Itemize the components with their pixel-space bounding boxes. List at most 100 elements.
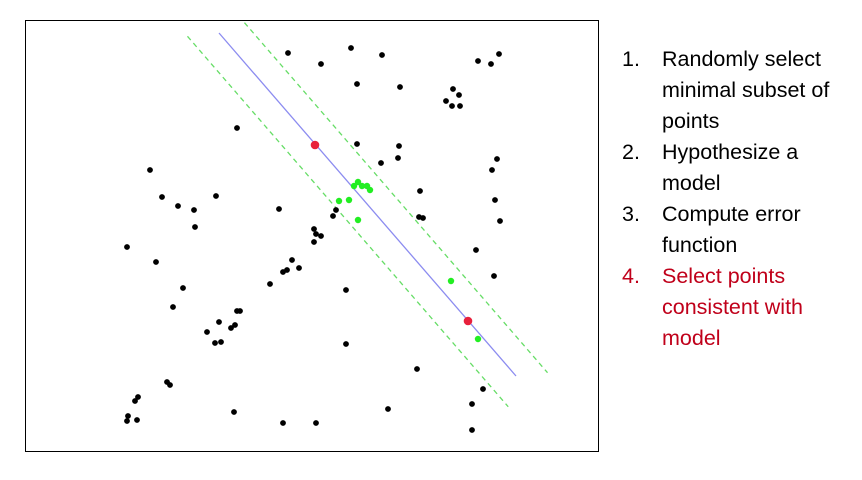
data-point <box>480 386 486 392</box>
data-point <box>204 329 210 335</box>
data-point <box>216 319 222 325</box>
data-point <box>175 203 181 209</box>
data-point <box>379 52 385 58</box>
step-number: 2. <box>622 140 640 164</box>
data-point <box>289 257 295 263</box>
model-line <box>218 32 517 377</box>
data-point <box>488 61 494 67</box>
data-point <box>496 51 502 57</box>
step-text: Randomly select minimal subset of points <box>662 47 830 133</box>
data-point <box>125 413 131 419</box>
data-point <box>311 239 317 245</box>
step-item: 2. Hypothesize a model <box>622 137 857 199</box>
data-point <box>296 265 302 271</box>
step-number: 1. <box>622 47 640 71</box>
data-point <box>457 103 463 109</box>
data-point <box>284 267 290 273</box>
data-point <box>212 340 218 346</box>
hypothesis-point <box>463 316 473 326</box>
data-point <box>213 193 219 199</box>
step-number: 4. <box>622 264 640 288</box>
data-point <box>311 226 317 232</box>
data-point <box>159 194 165 200</box>
step-text: Compute error function <box>662 202 801 257</box>
data-point <box>192 224 198 230</box>
data-point <box>134 417 140 423</box>
data-point <box>124 244 130 250</box>
data-point <box>285 50 291 56</box>
data-point <box>354 141 360 147</box>
data-point <box>231 409 237 415</box>
data-point <box>456 92 462 98</box>
data-point <box>132 398 138 404</box>
data-point <box>475 58 481 64</box>
inlier-point <box>366 186 374 194</box>
data-point <box>497 218 503 224</box>
data-point <box>218 339 224 345</box>
data-point <box>228 325 234 331</box>
data-point <box>280 420 286 426</box>
data-point <box>449 103 455 109</box>
data-point <box>318 61 324 67</box>
inlier-point <box>354 216 362 224</box>
data-point <box>416 214 422 220</box>
inlier-point <box>335 197 343 205</box>
inlier-point <box>474 335 482 343</box>
data-point <box>396 143 402 149</box>
ransac-plot-frame <box>25 20 599 452</box>
step-number: 3. <box>622 202 640 226</box>
data-point <box>170 304 176 310</box>
data-point <box>395 155 401 161</box>
data-point <box>469 401 475 407</box>
data-point <box>343 341 349 347</box>
data-point <box>267 281 273 287</box>
data-point <box>469 427 475 433</box>
data-point <box>153 259 159 265</box>
data-point <box>443 98 449 104</box>
inlier-point <box>358 182 366 190</box>
step-text: Select points consistent with model <box>662 264 804 350</box>
data-point <box>492 197 498 203</box>
data-point <box>489 167 495 173</box>
inlier-point <box>447 277 455 285</box>
data-point <box>313 231 319 237</box>
ransac-plot <box>124 20 549 433</box>
data-point <box>180 285 186 291</box>
data-point <box>234 308 240 314</box>
data-point <box>124 418 130 424</box>
inlier-point <box>345 196 353 204</box>
ransac-steps-list: 1. Randomly select minimal subset of poi… <box>622 44 857 354</box>
data-point <box>378 160 384 166</box>
data-point <box>414 366 420 372</box>
data-point <box>318 233 324 239</box>
data-point <box>147 167 153 173</box>
step-item: 1. Randomly select minimal subset of poi… <box>622 44 857 137</box>
data-point <box>397 84 403 90</box>
data-point <box>385 406 391 412</box>
data-point <box>348 45 354 51</box>
data-point <box>234 125 240 131</box>
data-point <box>276 206 282 212</box>
data-point <box>313 420 319 426</box>
data-point <box>491 273 497 279</box>
threshold-line <box>241 20 549 374</box>
inlier-point <box>350 182 358 190</box>
data-point <box>494 156 500 162</box>
data-point <box>333 207 339 213</box>
hypothesis-point <box>310 140 320 150</box>
data-point <box>354 81 360 87</box>
data-point <box>135 394 141 400</box>
step-item: 3. Compute error function <box>622 199 857 261</box>
data-point <box>417 188 423 194</box>
step-text: Hypothesize a model <box>662 140 799 195</box>
threshold-line <box>186 35 509 408</box>
data-point <box>330 213 336 219</box>
data-point <box>167 382 173 388</box>
inlier-point <box>354 178 362 186</box>
data-point <box>191 207 197 213</box>
data-point <box>343 287 349 293</box>
data-point <box>232 322 238 328</box>
data-point <box>473 247 479 253</box>
data-point <box>450 86 456 92</box>
step-item-highlighted: 4. Select points consistent with model <box>622 261 857 354</box>
